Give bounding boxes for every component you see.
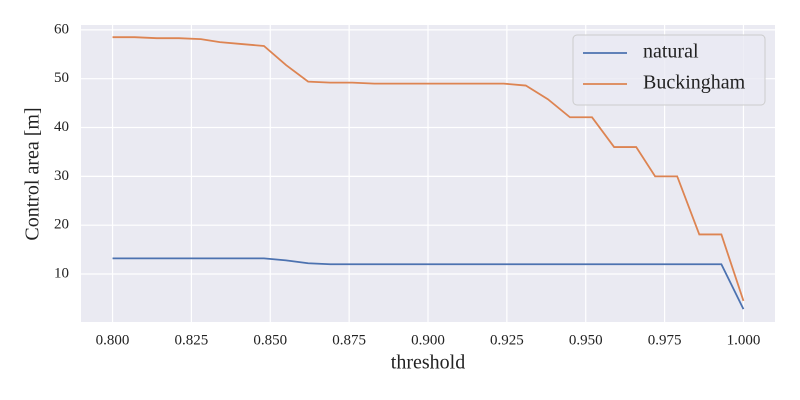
x-tick-label: 0.825 <box>175 332 209 348</box>
x-tick-label: 0.850 <box>253 332 287 348</box>
x-tick-label: 0.900 <box>411 332 445 348</box>
legend-label: Buckingham <box>643 72 746 94</box>
legend-label: natural <box>643 41 699 63</box>
x-tick-label: 0.925 <box>490 332 524 348</box>
y-tick-label: 40 <box>54 119 69 135</box>
y-tick-label: 30 <box>54 168 69 184</box>
y-tick-label: 50 <box>54 70 69 86</box>
series-line <box>112 36 745 302</box>
x-tick-label: 0.875 <box>332 332 366 348</box>
series-line <box>112 257 745 310</box>
x-tick-label: 0.975 <box>648 332 682 348</box>
y-tick-label: 20 <box>54 217 69 233</box>
x-axis-label: threshold <box>391 352 465 374</box>
y-tick-label: 10 <box>54 265 69 281</box>
x-tick-label: 0.800 <box>96 332 130 348</box>
x-tick-label: 0.950 <box>569 332 603 348</box>
y-axis-label: Control area [m] <box>22 107 44 240</box>
y-tick-label: 60 <box>54 21 69 37</box>
x-tick-label: 1.000 <box>727 332 761 348</box>
